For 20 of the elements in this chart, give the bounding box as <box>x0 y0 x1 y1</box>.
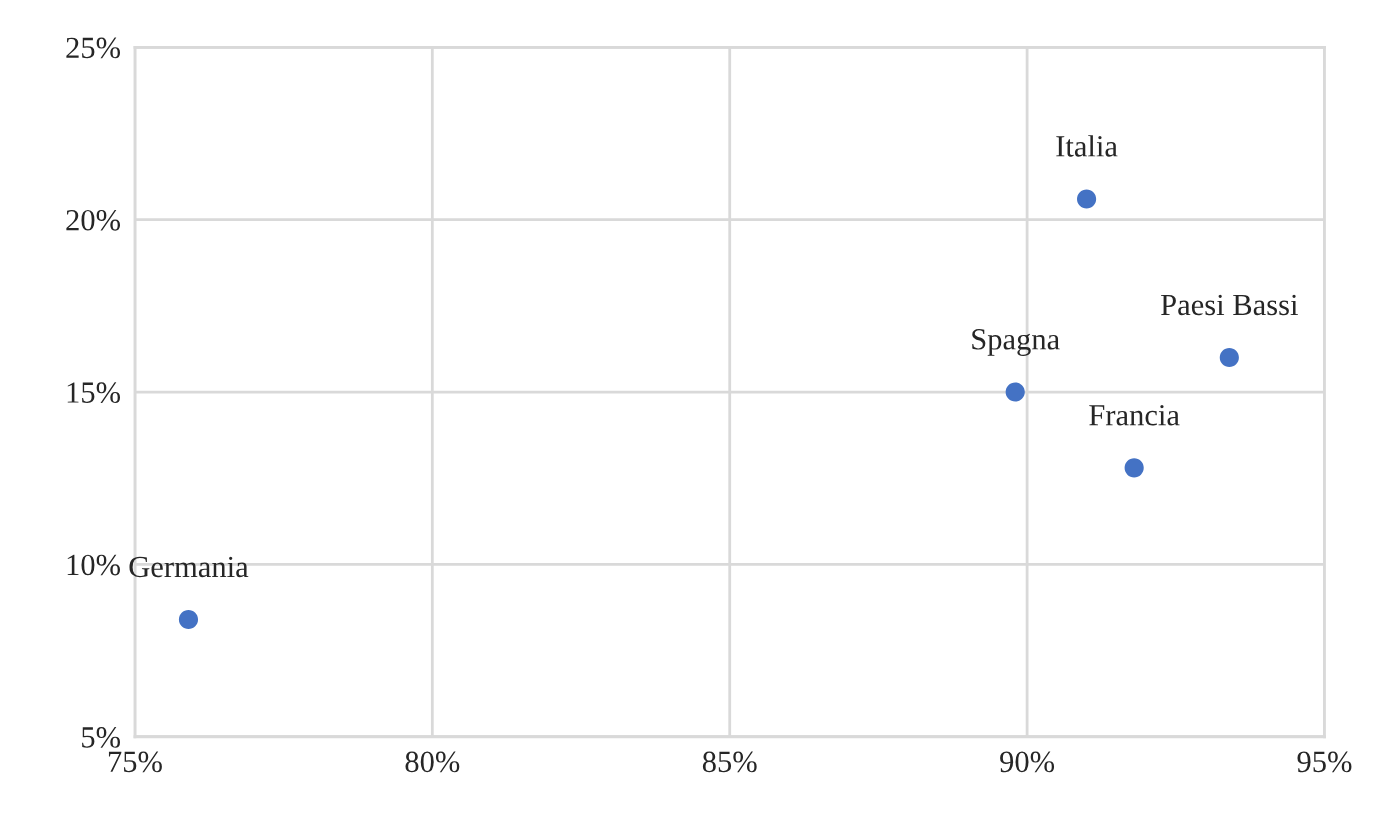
point <box>1077 189 1097 209</box>
x-tick-label: 85% <box>702 751 757 773</box>
point <box>1219 347 1239 368</box>
annotation: Paesi Bassi <box>1161 294 1298 316</box>
point <box>1124 458 1144 478</box>
y-tick-label: 15% <box>67 382 121 404</box>
x-tick-label: 80% <box>405 751 460 773</box>
annotation: Spagna <box>972 329 1060 356</box>
y-tick-label: 25% <box>66 37 121 59</box>
x-tick-label: 75% <box>108 751 162 773</box>
point <box>1005 382 1025 402</box>
annotation: Italia <box>1056 135 1118 157</box>
y-tick-label: 5% <box>82 727 121 748</box>
annotation: Germania <box>129 556 249 578</box>
y-tick-label: 20% <box>66 209 121 231</box>
x-tick-label: 95% <box>1297 751 1352 773</box>
x-tick-label: 90% <box>1000 751 1055 773</box>
y-tick-label: 10% <box>67 554 121 576</box>
annotation: Francia <box>1089 405 1180 426</box>
point <box>178 609 199 630</box>
